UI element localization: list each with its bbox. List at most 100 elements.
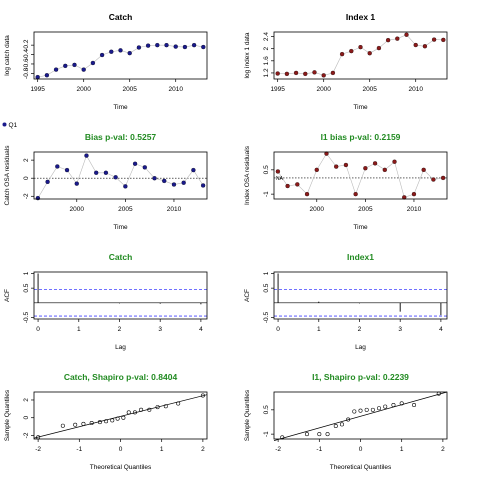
panel-index_osa: I1 bias p-val: 0.2159 Time Index OSA resid…: [244, 132, 448, 231]
panel-catch_acf: Catch Lag ACF 0 1 2 3 4 -0.5 0.5 1: [4, 252, 208, 351]
y-tick-label: 2: [23, 398, 30, 402]
data-point: [376, 45, 382, 51]
y-tick-label: -0.6: [23, 58, 30, 70]
data-point: [411, 191, 417, 197]
data-point: [383, 404, 388, 409]
y-tick-label: 0.5: [263, 405, 270, 414]
y-axis-label: Sample Quantiles: [4, 389, 11, 441]
data-point: [364, 407, 369, 412]
x-axis-label: Theoretical Quantiles: [330, 464, 392, 471]
y-axis-label: ACF: [244, 289, 251, 302]
data-point: [147, 407, 152, 412]
y-tick-label: 1.6: [263, 56, 270, 65]
data-point: [97, 420, 102, 425]
data-point: [372, 161, 378, 166]
y-tick-label: 2.4: [263, 32, 270, 41]
data-point: [104, 419, 109, 424]
x-tick-label: 2010: [408, 86, 423, 93]
data-point: [155, 43, 160, 48]
data-point: [358, 408, 363, 413]
data-point: [352, 409, 357, 414]
data-point: [60, 423, 65, 428]
x-tick-label: 2005: [118, 206, 133, 213]
x-tick-label: 1: [400, 446, 404, 453]
plot-frame: [33, 391, 208, 440]
y-tick-label: 0: [23, 176, 30, 180]
x-axis-label: Time: [113, 104, 128, 111]
x-tick-label: 0: [359, 446, 363, 453]
x-tick-label: 2010: [407, 206, 422, 213]
y-axis-label: Sample Quantiles: [244, 389, 251, 441]
data-point: [173, 44, 178, 49]
y-tick-label: -2: [23, 432, 30, 438]
data-point: [55, 164, 60, 169]
data-point: [353, 191, 358, 197]
data-point: [35, 74, 40, 80]
y-tick-label: -0.8: [23, 67, 30, 79]
data-point: [385, 38, 391, 43]
y-tick-label: 1: [263, 271, 270, 275]
data-point: [285, 183, 290, 189]
data-point: [404, 32, 409, 37]
data-point: [382, 167, 387, 172]
data-point: [84, 153, 89, 158]
x-tick-label: 1995: [270, 86, 285, 93]
data-point: [440, 175, 446, 181]
data-point: [113, 175, 118, 180]
plot-frame: [33, 151, 208, 200]
y-tick-label: 2: [23, 158, 30, 162]
y-tick-label: 2: [263, 46, 270, 50]
data-point: [74, 181, 79, 186]
data-point: [53, 67, 59, 72]
data-point: [392, 159, 397, 164]
x-tick-label: 3: [398, 326, 402, 333]
data-point: [304, 191, 310, 197]
data-point: [127, 51, 132, 56]
chart-title: Catch: [109, 12, 133, 22]
data-point: [293, 70, 299, 76]
data-point: [121, 415, 126, 420]
legend: Q1: [2, 122, 18, 129]
data-point: [314, 167, 319, 172]
x-tick-label: 2005: [122, 86, 137, 93]
x-tick-label: 2: [441, 446, 445, 453]
data-point: [181, 180, 186, 185]
y-axis-label: log catch data: [4, 35, 11, 76]
data-point: [441, 37, 446, 43]
data-point: [35, 195, 41, 201]
qq-reference-line: [33, 394, 208, 439]
data-point: [109, 49, 114, 54]
series-line: [277, 34, 444, 76]
data-point: [44, 73, 50, 78]
legend-label: Q1: [9, 122, 18, 129]
data-point: [164, 43, 169, 48]
data-point: [63, 63, 68, 68]
plot-frame: [273, 151, 448, 200]
data-point: [94, 170, 99, 175]
y-tick-label: -0.4: [23, 49, 30, 61]
data-point: [421, 167, 426, 172]
data-point: [155, 405, 160, 410]
y-tick-label: 0.5: [263, 283, 270, 292]
data-point: [163, 404, 168, 409]
data-point: [422, 44, 428, 49]
data-point: [182, 44, 188, 50]
data-point: [90, 60, 96, 66]
x-tick-label: -1: [76, 446, 82, 453]
plot-frame: [273, 391, 448, 440]
x-axis-label: Lag: [355, 344, 366, 351]
data-point: [303, 71, 308, 76]
y-tick-label: -0.5: [23, 312, 30, 324]
x-tick-label: -1: [316, 446, 322, 453]
x-tick-label: 2000: [76, 86, 91, 93]
data-point: [325, 432, 330, 437]
y-tick-label: -1: [263, 191, 270, 197]
data-point: [115, 416, 120, 421]
data-point: [103, 170, 109, 175]
data-point: [349, 48, 354, 54]
chart-title: Catch: [109, 252, 133, 262]
data-point: [132, 161, 138, 166]
data-point: [89, 421, 94, 426]
data-point: [64, 167, 70, 173]
